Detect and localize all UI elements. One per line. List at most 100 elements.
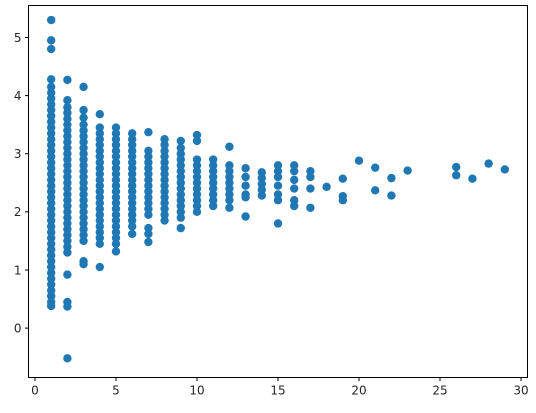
data-point: [225, 172, 234, 182]
data-point: [127, 187, 137, 196]
data-point: [46, 274, 56, 283]
data-point: [79, 105, 88, 115]
data-point: [63, 137, 72, 147]
data-point: [63, 96, 72, 105]
x-tick-label: 5: [112, 384, 120, 398]
data-point: [241, 164, 250, 173]
data-point: [225, 142, 234, 151]
data-point: [127, 175, 137, 185]
data-point: [46, 134, 56, 144]
data-point: [63, 178, 72, 187]
x-axis-ticks: 0 5 10 15 20 25 30: [31, 377, 529, 398]
data-point: [46, 193, 56, 202]
data-point: [79, 225, 88, 234]
data-point: [46, 181, 56, 190]
data-point: [127, 152, 137, 161]
data-point: [95, 152, 104, 161]
data-point: [127, 204, 137, 214]
data-point: [63, 196, 72, 205]
data-point: [225, 161, 234, 170]
data-point: [160, 198, 169, 208]
data-point: [127, 210, 137, 219]
data-point: [257, 179, 266, 189]
data-point: [225, 166, 234, 176]
data-point: [192, 201, 202, 211]
data-point: [144, 152, 153, 161]
data-point: [338, 196, 348, 205]
data-point: [338, 174, 348, 183]
data-point: [46, 187, 56, 196]
data-point: [127, 129, 137, 138]
data-point: [144, 175, 153, 185]
data-point: [63, 207, 72, 217]
data-point: [46, 268, 56, 278]
data-point: [111, 140, 121, 150]
data-point: [111, 181, 121, 190]
x-tick-label: 30: [513, 384, 528, 398]
data-point: [306, 184, 315, 193]
data-point: [79, 143, 88, 153]
data-point: [111, 123, 121, 132]
y-tick-label: 0: [14, 321, 22, 335]
data-point: [111, 152, 121, 161]
x-tick-label: 25: [432, 384, 447, 398]
data-point: [95, 146, 104, 156]
data-point: [208, 190, 218, 199]
data-point: [192, 155, 202, 164]
x-tick-label: 20: [351, 384, 366, 398]
data-point: [46, 111, 56, 121]
data-point: [127, 198, 137, 208]
data-point: [79, 236, 88, 246]
data-point: [484, 159, 493, 168]
data-point: [225, 190, 234, 199]
data-point: [160, 158, 169, 167]
data-point: [79, 132, 88, 141]
data-point: [63, 201, 72, 211]
data-point: [273, 166, 283, 176]
data-point: [160, 140, 169, 150]
data-point: [111, 239, 121, 249]
data-point: [225, 203, 234, 212]
data-point: [160, 210, 169, 219]
data-point: [46, 158, 56, 167]
data-point: [63, 219, 72, 228]
data-point: [46, 216, 56, 225]
data-point: [127, 216, 137, 225]
data-point: [192, 196, 202, 205]
data-point: [176, 172, 185, 182]
data-point: [127, 140, 137, 150]
data-point: [241, 212, 250, 221]
data-point: [192, 161, 202, 170]
points-layer: [46, 15, 510, 363]
data-point: [500, 165, 510, 174]
data-point: [241, 181, 250, 190]
data-point: [46, 169, 56, 179]
data-point: [46, 175, 56, 185]
data-point: [208, 178, 218, 187]
data-point: [46, 75, 56, 84]
data-point: [111, 158, 121, 167]
data-point: [225, 184, 234, 193]
data-point: [79, 82, 88, 92]
data-point: [95, 129, 104, 138]
data-point: [306, 166, 315, 176]
data-point: [111, 129, 121, 138]
data-point: [46, 88, 56, 97]
data-point: [63, 161, 72, 170]
data-point: [111, 146, 121, 156]
data-point: [208, 184, 218, 193]
data-point: [160, 146, 169, 156]
data-point: [176, 190, 185, 199]
y-tick-label: 1: [14, 263, 22, 277]
data-point: [79, 230, 88, 240]
data-point: [127, 169, 137, 179]
data-point: [111, 222, 121, 231]
data-point: [79, 201, 88, 211]
x-tick-label: 10: [189, 384, 204, 398]
data-point: [273, 172, 283, 182]
data-point: [46, 245, 56, 254]
data-point: [95, 181, 104, 190]
data-point: [63, 184, 72, 193]
data-point: [111, 198, 121, 208]
